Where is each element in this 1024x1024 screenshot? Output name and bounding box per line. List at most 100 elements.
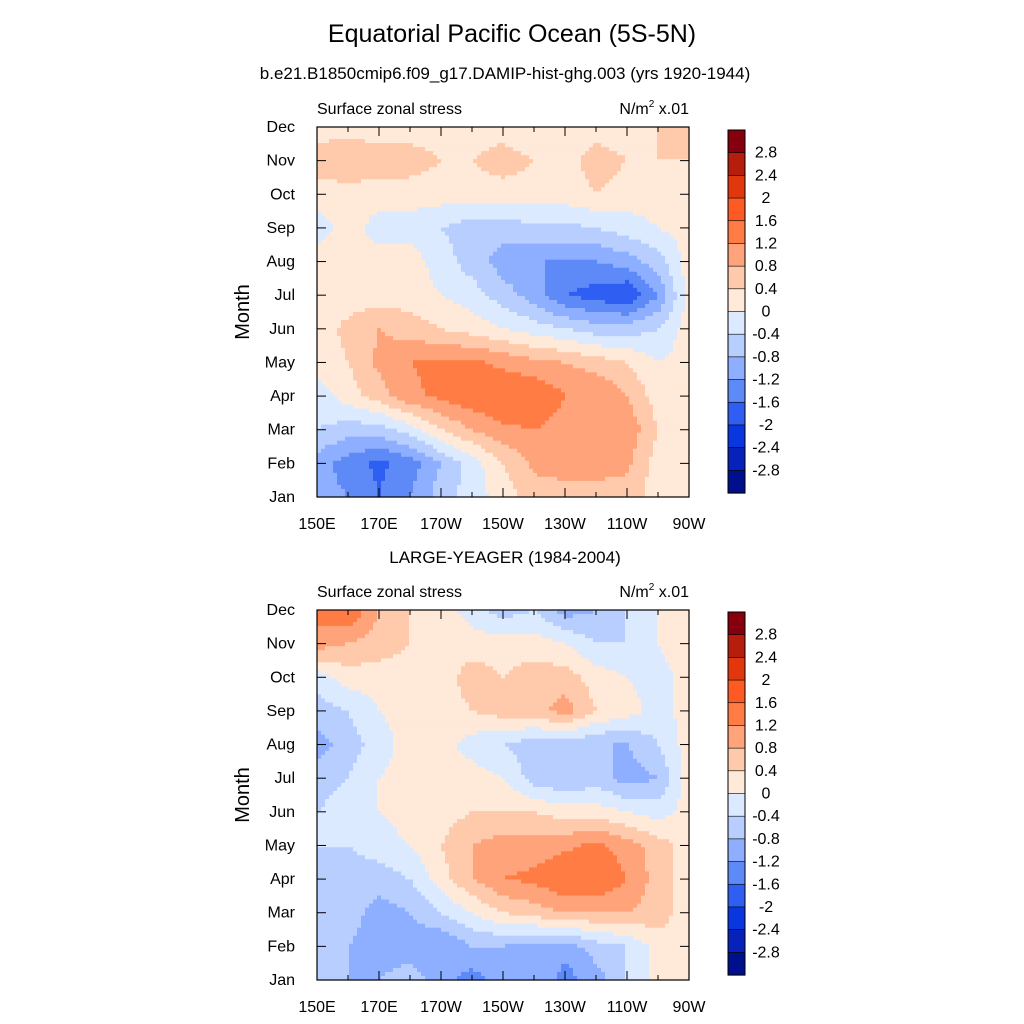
heatmap-cell — [353, 279, 358, 285]
heatmap-cell — [317, 255, 322, 261]
heatmap-cell — [497, 328, 502, 333]
heatmap-cell — [333, 191, 338, 196]
heatmap-cell — [521, 151, 526, 156]
heatmap-cell — [633, 295, 638, 301]
heatmap-cell — [353, 187, 358, 192]
heatmap-cell — [633, 127, 638, 132]
heatmap-cell — [381, 320, 386, 325]
heatmap-cell — [485, 207, 490, 213]
heatmap-cell — [545, 259, 550, 265]
heatmap-cell — [397, 219, 402, 225]
heatmap-cell — [317, 163, 322, 168]
heatmap-cell — [657, 187, 662, 192]
heatmap-cell — [461, 340, 466, 345]
heatmap-cell — [533, 283, 538, 289]
heatmap-cell — [333, 223, 338, 229]
heatmap-cell — [381, 340, 386, 345]
heatmap-cell — [517, 243, 522, 249]
heatmap-cell — [581, 151, 586, 156]
heatmap-cell — [561, 231, 566, 237]
heatmap-cell — [329, 336, 334, 341]
heatmap-cell — [409, 307, 414, 313]
heatmap-cell — [365, 263, 370, 269]
heatmap-cell — [493, 239, 498, 245]
heatmap-cell — [617, 316, 622, 321]
heatmap-cell — [433, 295, 438, 301]
heatmap-cell — [641, 183, 646, 188]
heatmap-cell — [657, 147, 662, 152]
heatmap-cell — [397, 259, 402, 265]
heatmap-cell — [389, 316, 394, 321]
heatmap-cell — [421, 171, 426, 176]
figure-subtitle: b.e21.B1850cmip6.f09_g17.DAMIP-hist-ghg.… — [259, 64, 751, 83]
heatmap-cell — [541, 183, 546, 188]
heatmap-cell — [509, 267, 514, 273]
heatmap-cell — [629, 199, 634, 205]
heatmap-cell — [597, 127, 602, 132]
heatmap-cell — [509, 247, 514, 253]
heatmap-cell — [637, 139, 642, 144]
heatmap-cell — [425, 195, 430, 200]
heatmap-cell — [341, 163, 346, 168]
heatmap-cell — [537, 259, 542, 265]
heatmap-cell — [401, 279, 406, 285]
heatmap-cell — [533, 295, 538, 301]
heatmap-cell — [469, 263, 474, 269]
heatmap-cell — [589, 271, 594, 277]
heatmap-cell — [389, 255, 394, 261]
heatmap-cell — [665, 239, 670, 245]
heatmap-cell — [545, 127, 550, 132]
heatmap-cell — [557, 299, 562, 305]
heatmap-cell — [685, 155, 690, 160]
heatmap-cell — [353, 215, 358, 221]
heatmap-cell — [597, 155, 602, 160]
heatmap-cell — [337, 295, 342, 301]
heatmap-cell — [505, 175, 510, 180]
heatmap-cell — [529, 243, 534, 249]
heatmap-cell — [477, 235, 482, 241]
heatmap-cell — [497, 179, 502, 184]
heatmap-cell — [429, 340, 434, 345]
heatmap-cell — [501, 336, 506, 341]
heatmap-cell — [485, 287, 490, 293]
heatmap-cell — [425, 263, 430, 269]
heatmap-cell — [333, 195, 338, 200]
heatmap-cell — [353, 227, 358, 233]
heatmap-cell — [677, 183, 682, 188]
heatmap-cell — [629, 239, 634, 245]
heatmap-cell — [401, 163, 406, 168]
heatmap-cell — [517, 271, 522, 277]
heatmap-cell — [669, 320, 674, 325]
heatmap-cell — [321, 295, 326, 301]
heatmap-cell — [361, 283, 366, 289]
heatmap-cell — [605, 324, 610, 329]
heatmap-cell — [601, 199, 606, 205]
heatmap-cell — [377, 187, 382, 192]
heatmap-cell — [597, 151, 602, 156]
heatmap-cell — [345, 143, 350, 148]
heatmap-cell — [573, 295, 578, 301]
heatmap-cell — [461, 255, 466, 261]
heatmap-cell — [457, 279, 462, 285]
heatmap-cell — [461, 303, 466, 309]
heatmap-cell — [481, 199, 486, 205]
heatmap-cell — [393, 231, 398, 237]
heatmap-cell — [589, 324, 594, 329]
heatmap-cell — [397, 227, 402, 233]
heatmap-cell — [489, 171, 494, 176]
heatmap-cell — [613, 135, 618, 140]
heatmap-cell — [385, 291, 390, 297]
heatmap-cell — [457, 179, 462, 184]
heatmap-cell — [521, 324, 526, 329]
heatmap-cell — [429, 332, 434, 337]
heatmap-cell — [429, 287, 434, 293]
heatmap-cell — [429, 195, 434, 200]
heatmap-cell — [473, 340, 478, 345]
heatmap-cell — [425, 287, 430, 293]
heatmap-cell — [549, 243, 554, 249]
heatmap-cell — [649, 267, 654, 273]
heatmap-cell — [601, 227, 606, 233]
heatmap-cell — [373, 243, 378, 249]
heatmap-cell — [673, 127, 678, 132]
heatmap-cell — [537, 215, 542, 221]
